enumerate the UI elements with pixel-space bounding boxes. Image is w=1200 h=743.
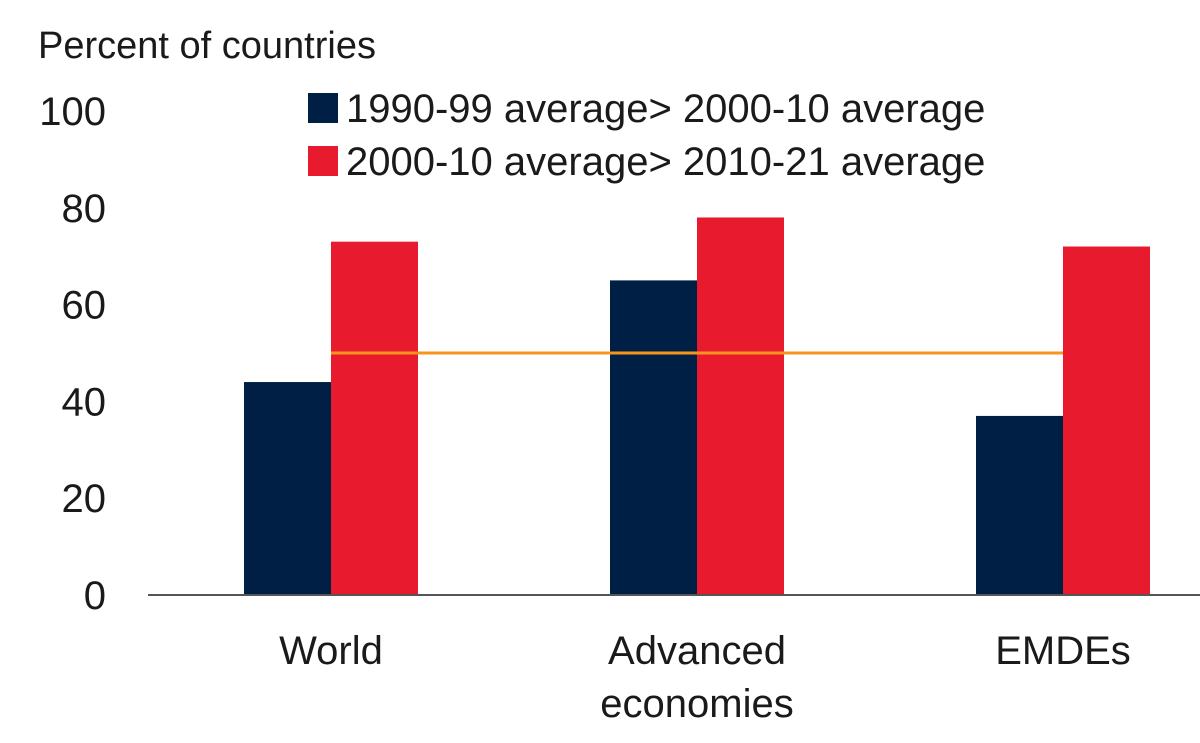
bar [1063,246,1150,595]
bar [610,280,697,595]
x-tick-label: Advanced [608,629,786,673]
bar [331,241,418,595]
legend: 1990-99 average> 2000-10 average 2000-10 … [308,87,985,184]
legend-swatch [308,146,338,176]
y-tick-label: 20 [62,477,107,521]
bar [244,382,331,595]
x-tick-label: World [279,629,383,673]
x-axis-labels: World Advanced economies EMDEs [279,629,1131,726]
x-tick-label: EMDEs [995,629,1131,673]
y-tick-label: 60 [62,284,107,328]
y-tick-label: 40 [62,380,107,424]
bar [976,415,1063,595]
y-tick-label: 0 [84,574,106,618]
y-axis-ticks: 0 20 40 60 80 100 [39,90,106,618]
y-tick-label: 80 [62,187,107,231]
bars [244,217,1150,596]
y-tick-label: 100 [39,90,106,134]
legend-label: 1990-99 average> 2000-10 average [346,87,985,131]
y-axis-label: Percent of countries [38,25,376,67]
x-tick-label: economies [600,682,793,726]
legend-label: 2000-10 average> 2010-21 average [346,140,985,184]
bar [697,217,784,596]
legend-swatch [308,93,338,123]
